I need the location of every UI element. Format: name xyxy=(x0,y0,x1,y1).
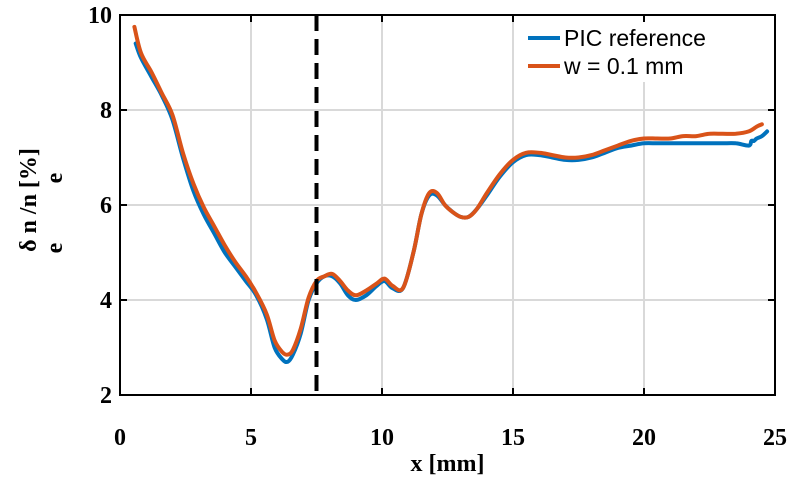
tick-labels: 0 5 10 15 20 25 2 4 6 8 10 xyxy=(88,3,787,451)
y-tick-label: 4 xyxy=(100,288,112,314)
x-tick-label: 0 xyxy=(114,425,126,451)
y-tick-label: 2 xyxy=(100,383,112,409)
ticks xyxy=(119,14,776,396)
y-axis-label-group: δ n /n [%] e e xyxy=(16,148,68,253)
x-axis-label: x [mm] xyxy=(411,451,485,477)
legend-label-w-0-1-mm: w = 0.1 mm xyxy=(563,53,684,79)
legend: PIC reference w = 0.1 mm xyxy=(525,22,745,82)
x-tick-label: 10 xyxy=(370,425,394,451)
x-tick-label: 25 xyxy=(763,425,787,451)
series-line-pic-reference xyxy=(133,41,770,365)
y-tick-label: 6 xyxy=(100,193,112,219)
x-tick-label: 5 xyxy=(245,425,257,451)
y-tick-label: 8 xyxy=(100,98,112,124)
legend-background xyxy=(525,22,745,82)
series-line-w-0-1-mm xyxy=(132,24,764,357)
x-tick-label: 20 xyxy=(632,425,656,451)
x-tick-label: 15 xyxy=(501,425,525,451)
y-tick-label: 10 xyxy=(88,3,112,29)
legend-label-pic-reference: PIC reference xyxy=(564,25,706,51)
y-axis-label-subscript: e xyxy=(42,172,68,183)
series-layer xyxy=(132,24,770,365)
y-axis-label: δ n /n [%] xyxy=(16,148,42,252)
y-axis-label-subscript: e xyxy=(42,242,68,253)
